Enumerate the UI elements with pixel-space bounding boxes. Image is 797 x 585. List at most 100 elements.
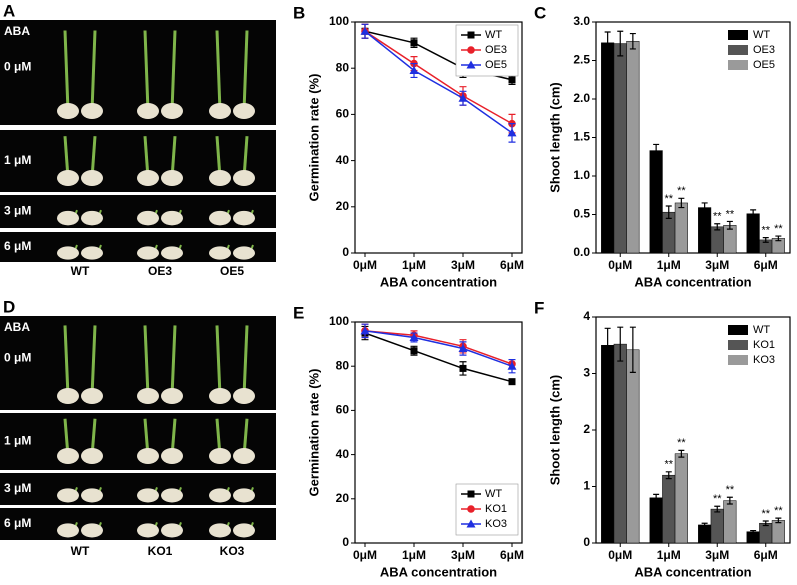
x-axis-title: ABA concentration xyxy=(634,274,751,289)
legend-swatch xyxy=(728,325,748,335)
seed xyxy=(57,210,79,226)
significance: ** xyxy=(664,193,673,205)
error-bar xyxy=(750,209,757,219)
legend-swatch xyxy=(728,45,748,55)
seed xyxy=(161,488,183,503)
seed xyxy=(209,523,231,538)
significance: ** xyxy=(761,225,770,237)
bar xyxy=(649,150,663,254)
y-tick-label: 60 xyxy=(336,403,350,417)
seed xyxy=(233,488,255,503)
seed xyxy=(57,170,79,186)
significance: ** xyxy=(677,185,686,197)
marker xyxy=(409,66,419,75)
seed xyxy=(161,210,183,226)
column-label: KO1 xyxy=(148,544,173,558)
y-tick-label: 20 xyxy=(336,491,350,505)
seed xyxy=(137,246,159,260)
marker xyxy=(507,361,517,370)
legend-label: KO1 xyxy=(753,339,775,351)
legend-swatch xyxy=(728,30,748,40)
significance: ** xyxy=(726,208,735,220)
legend-swatch xyxy=(728,355,748,365)
significance: ** xyxy=(713,493,722,505)
x-tick-label: 6μM xyxy=(754,258,778,272)
seed xyxy=(81,488,103,503)
error-bar xyxy=(665,205,672,219)
shoot xyxy=(143,325,150,397)
seed xyxy=(81,448,103,464)
error-bar xyxy=(617,326,624,362)
error-bar xyxy=(629,32,636,50)
marker xyxy=(459,364,467,372)
row-label: 3 μM xyxy=(4,204,31,218)
bar xyxy=(674,453,688,544)
error-bar xyxy=(653,493,660,502)
photo xyxy=(0,130,276,192)
error-bar xyxy=(678,197,685,209)
error-bar xyxy=(762,237,769,243)
y-tick-label: 4 xyxy=(583,309,590,323)
seed xyxy=(137,448,159,464)
bar xyxy=(710,226,724,254)
y-tick-label: 0.5 xyxy=(573,207,590,221)
bar xyxy=(649,497,663,544)
error-bar xyxy=(604,327,611,363)
x-tick-label: 6μM xyxy=(754,548,778,562)
y-tick-label: 100 xyxy=(329,314,349,328)
x-tick-label: 3μM xyxy=(705,258,729,272)
x-tick-label: 1μM xyxy=(402,548,426,562)
marker xyxy=(360,326,370,335)
bar xyxy=(710,508,724,544)
error-bar xyxy=(665,471,672,480)
seed xyxy=(161,170,183,186)
y-tick-label: 2.0 xyxy=(573,91,590,105)
y-tick-label: 1.5 xyxy=(573,130,590,144)
panel-letter: C xyxy=(534,3,546,22)
y-tick-label: 3.0 xyxy=(573,14,590,28)
x-tick-label: 3μM xyxy=(451,258,475,272)
x-axis-title: ABA concentration xyxy=(634,564,751,579)
bar xyxy=(626,349,640,544)
x-axis-title: ABA concentration xyxy=(380,274,497,289)
significance: ** xyxy=(761,508,770,520)
photo xyxy=(0,20,276,125)
seed xyxy=(209,388,231,404)
y-tick-label: 0 xyxy=(342,245,349,259)
seed xyxy=(209,448,231,464)
x-tick-label: 0μM xyxy=(608,548,632,562)
x-tick-label: 3μM xyxy=(451,548,475,562)
seed xyxy=(161,388,183,404)
error-bar xyxy=(775,235,782,242)
seed xyxy=(137,488,159,503)
series-line xyxy=(364,30,513,125)
x-tick-label: 0μM xyxy=(353,548,377,562)
y-tick-label: 40 xyxy=(336,447,350,461)
seed xyxy=(233,170,255,186)
y-tick-label: 60 xyxy=(336,107,350,121)
legend-label: WT xyxy=(753,324,770,336)
shoot xyxy=(242,30,249,112)
seed xyxy=(233,210,255,226)
legend-swatch xyxy=(728,340,748,350)
marker xyxy=(467,490,475,498)
y-tick-label: 100 xyxy=(329,14,349,28)
error-bar xyxy=(775,517,782,524)
y-axis-title: Shoot length (cm) xyxy=(547,82,562,193)
error-bar xyxy=(678,449,685,458)
bar xyxy=(601,345,615,544)
row-label: 6 μM xyxy=(4,516,31,530)
x-tick-label: 1μM xyxy=(402,258,426,272)
y-tick-label: 80 xyxy=(336,358,350,372)
panel-letter: E xyxy=(293,303,304,322)
significance: ** xyxy=(677,437,686,449)
seed xyxy=(233,246,255,260)
bar xyxy=(662,474,676,544)
row-label: 3 μM xyxy=(4,481,31,495)
seed xyxy=(209,103,231,119)
photo xyxy=(0,473,276,505)
panel-letter: F xyxy=(534,298,544,317)
photo xyxy=(0,195,276,228)
panel-letter: D xyxy=(3,297,15,316)
seed xyxy=(233,523,255,538)
